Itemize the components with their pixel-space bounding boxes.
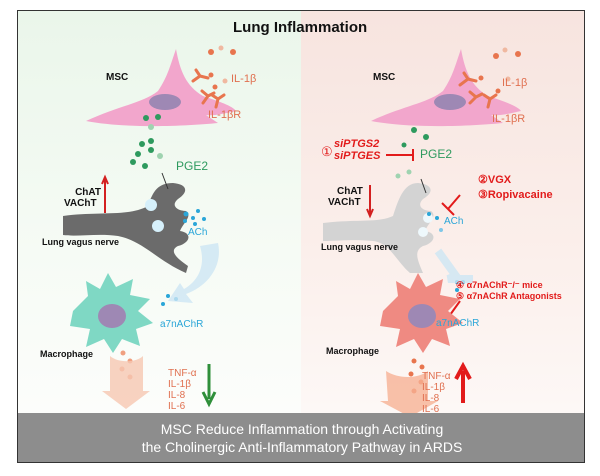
msc-cell-left [86, 49, 236, 127]
chat-label-right: ChAT [337, 186, 363, 197]
il1b-label-right: IL-1β [502, 77, 528, 89]
chat-label-left: ChAT [75, 187, 101, 198]
caption-line-2: the Cholinergic Anti-Inflammatory Pathwa… [141, 439, 463, 455]
il1b-dots-left [208, 45, 236, 90]
receptor-label-right: a7nAChR [436, 318, 480, 329]
inhibitor-4-label: ④ α7nAChR⁻/⁻ mice [456, 280, 543, 290]
il1br-label-left: IL-1βR [208, 109, 242, 121]
il1br-label-right: IL-1βR [492, 113, 526, 125]
il1b-receptor-left [191, 68, 226, 109]
ach-dots-left [161, 209, 206, 306]
macrophage-right [380, 273, 463, 353]
green-down-arrow [201, 364, 217, 408]
cytokine: IL-1β [422, 382, 445, 393]
vagus-nerve-right [323, 178, 434, 273]
receptor-label-left: a7nAChR [160, 319, 204, 330]
flow-arrow-right [434, 248, 473, 283]
caption-line-1: MSC Reduce Inflammation through Activati… [160, 421, 444, 437]
pathway-illustration [63, 45, 521, 413]
red-up-arrow-right [454, 361, 472, 403]
red-down-arrow-right [366, 185, 374, 219]
inhibit-line-1 [386, 149, 414, 161]
cytokine-list-left: TNF-α IL-1β IL-8 IL-6 [168, 368, 197, 412]
vagus-nerve-left [63, 172, 189, 273]
cytokine: IL-8 [422, 393, 440, 404]
inhibitor-5-label: ⑤ α7nAChR Antagonists [456, 291, 562, 301]
figure-title: Lung Inflammation [233, 19, 368, 36]
cytokine: IL-8 [168, 390, 186, 401]
inhibitor-1-number: ① [321, 144, 333, 159]
flow-arrow-left [168, 243, 219, 303]
msc-cell-right [371, 49, 521, 127]
cytokine-list-right: TNF-α IL-1β IL-8 IL-6 [422, 371, 451, 415]
macrophage-label-left: Macrophage [40, 349, 94, 359]
figure-frame: Lung Inflammation MSC IL-1β IL-1βR PGE2 … [17, 10, 585, 463]
macrophage-label-right: Macrophage [326, 346, 380, 356]
ach-label-left: ACh [188, 227, 208, 238]
cytokine: IL-1β [168, 379, 191, 390]
macrophage-left [70, 273, 153, 353]
inhibitor-1-siptges: siPTGES [334, 150, 381, 162]
inhibitor-3-label: ③Ropivacaine [478, 189, 553, 201]
inhibit-line-2 [441, 194, 461, 216]
msc-label-left: MSC [106, 72, 129, 83]
caption-banner: MSC Reduce Inflammation through Activati… [18, 413, 584, 462]
il1b-receptor-right [458, 71, 498, 109]
flow-arrow-down-left [102, 356, 150, 409]
pge2-dots-right [395, 127, 429, 179]
il1b-dots-right [478, 47, 521, 94]
vacht-label-left: VAChT [64, 198, 97, 209]
cytokine: IL-6 [168, 401, 186, 412]
il1b-label-left: IL-1β [231, 73, 257, 85]
cytokine: TNF-α [168, 368, 197, 379]
cytokine: TNF-α [422, 371, 451, 382]
inhibitor-2-label: ②VGX [478, 174, 512, 186]
pge2-dots-left [130, 114, 163, 169]
ach-label-right: ACh [444, 216, 464, 227]
right-panel-inhibited [301, 11, 584, 413]
nerve-label-left: Lung vagus nerve [42, 237, 120, 247]
msc-label-right: MSC [373, 72, 396, 83]
cytokine: IL-6 [422, 404, 440, 415]
pge2-label-left: PGE2 [176, 159, 209, 173]
nerve-label-right: Lung vagus nerve [321, 242, 399, 252]
flow-arrow-down-right [380, 371, 438, 413]
vacht-label-right: VAChT [328, 197, 361, 208]
pge2-label-right: PGE2 [420, 147, 453, 161]
red-up-arrow-left [101, 174, 109, 213]
inhibitor-1-siptgs2: siPTGS2 [334, 138, 380, 150]
